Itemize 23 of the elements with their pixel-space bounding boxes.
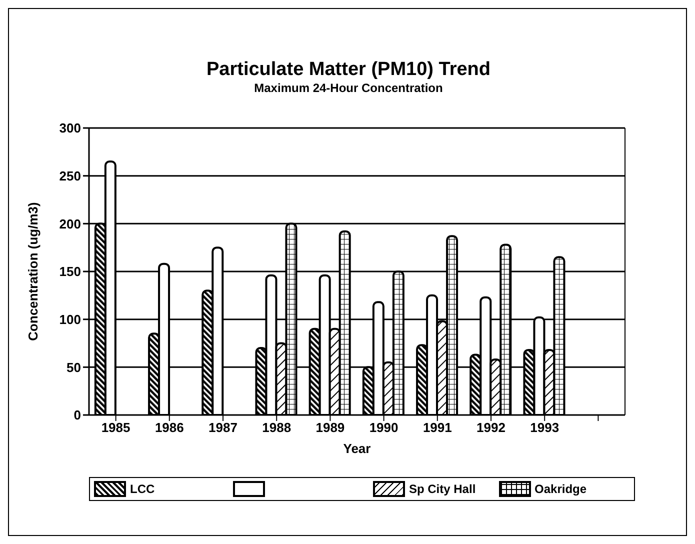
x-tick-label: 1989	[316, 420, 345, 436]
y-tick-label: 0	[74, 408, 81, 423]
x-tick-label: 1991	[422, 420, 452, 436]
y-tick-label: 250	[59, 168, 81, 184]
x-tick-label: 1993	[530, 420, 560, 436]
x-tick-label: 1990	[369, 420, 398, 436]
y-tick-label: 50	[66, 360, 81, 375]
y-axis-title: Concentration (ug/m3)	[26, 202, 41, 341]
legend-label: Oakridge	[534, 482, 587, 496]
x-axis-title: Year	[343, 441, 371, 456]
legend-label: Sp City Hall	[408, 482, 476, 496]
chart-subtitle: Maximum 24-Hour Concentration	[253, 81, 444, 95]
y-tick-label: 300	[59, 120, 81, 136]
x-tick-label: 1992	[476, 420, 506, 436]
x-tick-label: 1986	[154, 420, 184, 436]
x-tick-label: 1987	[208, 420, 238, 436]
y-tick-label: 200	[59, 216, 81, 232]
chart-title: Particulate Matter (PM10) Trend	[205, 59, 492, 81]
y-tick-label: 100	[59, 312, 81, 327]
legend-label: LCC	[130, 482, 155, 496]
x-tick-label: 1985	[101, 420, 130, 436]
y-tick-label: 150	[59, 264, 81, 280]
x-tick-label: 1988	[262, 420, 292, 436]
